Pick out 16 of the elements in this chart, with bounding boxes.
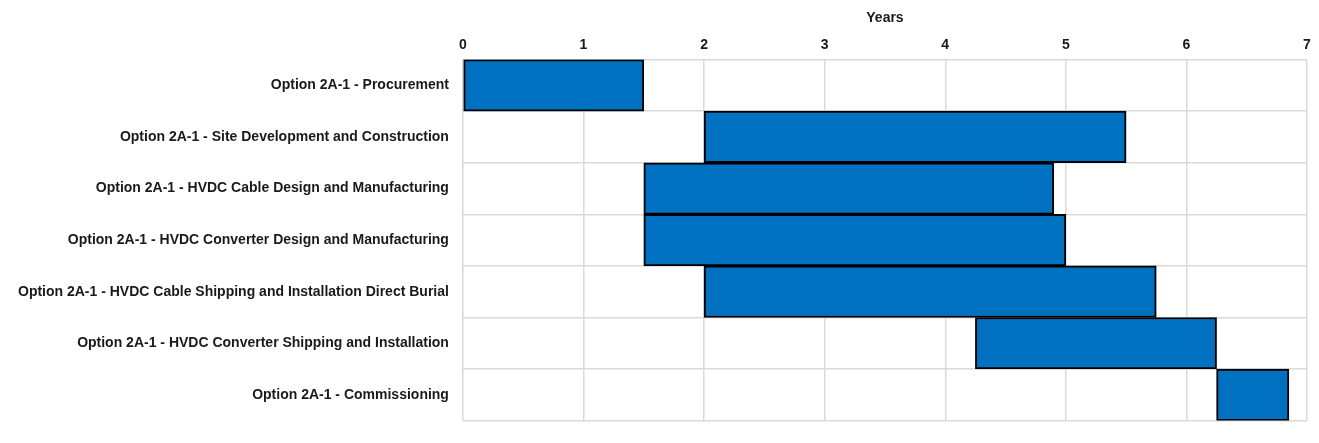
x-tick-label: 4 [941, 36, 950, 53]
y-tick-label: Option 2A-1 - HVDC Converter Design and Manufacturing [67, 230, 449, 247]
x-tick-label: 0 [459, 36, 468, 53]
y-tick-label: Option 2A-1 - Procurement [270, 76, 450, 93]
y-tick-label: Option 2A-1 - HVDC Cable Shipping and Installation Direct Burial [17, 282, 449, 299]
y-tick-label: Option 2A-1 - Site Development and Construction [119, 127, 449, 144]
x-tick-label: 7 [1303, 36, 1312, 53]
y-tick-label: Option 2A-1 - HVDC Converter Shipping and Installation [77, 334, 449, 351]
x-axis-title: Years [866, 9, 904, 26]
x-tick-label: 3 [820, 36, 829, 53]
x-tick-label: 6 [1182, 36, 1191, 53]
x-tick-label: 5 [1061, 36, 1070, 53]
y-tick-label: Option 2A-1 - HVDC Cable Design and Manufacturing [95, 179, 449, 196]
x-tick-label: 2 [700, 36, 709, 53]
x-tick-label: 1 [579, 36, 588, 53]
y-tick-label: Option 2A-1 - Commissioning [252, 385, 449, 402]
